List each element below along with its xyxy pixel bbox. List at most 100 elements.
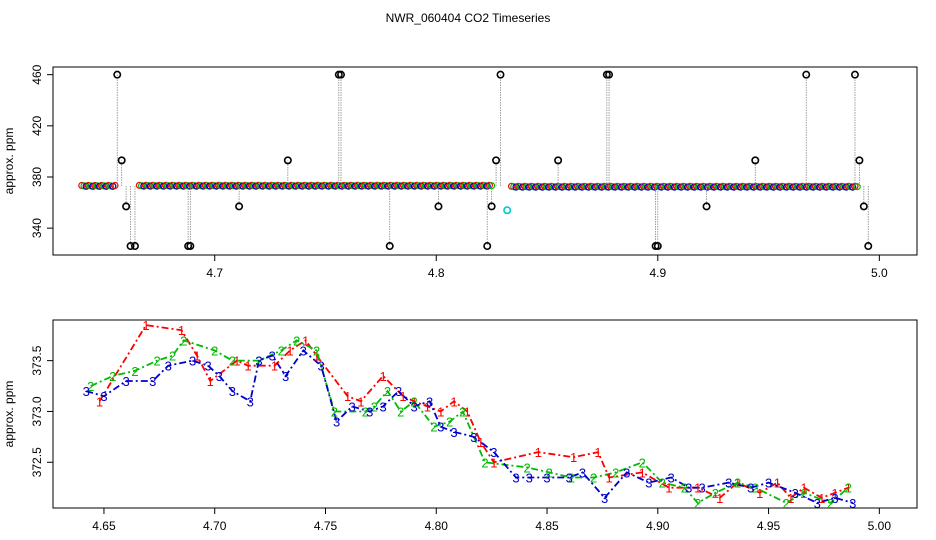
series-point-2: 2 bbox=[131, 364, 138, 379]
series-point-3: 3 bbox=[122, 374, 129, 389]
series-point-1: 1 bbox=[800, 481, 807, 496]
series-point-1: 1 bbox=[639, 465, 646, 480]
series-point-1: 1 bbox=[716, 491, 723, 506]
series-point-2: 2 bbox=[211, 344, 218, 359]
series-point-2: 2 bbox=[362, 405, 369, 420]
spike-point bbox=[653, 242, 662, 251]
series-point-2: 2 bbox=[481, 455, 488, 470]
series-point-2: 2 bbox=[397, 405, 404, 420]
series-point-3: 3 bbox=[149, 374, 156, 389]
spike-point bbox=[130, 242, 139, 251]
series-point-3: 3 bbox=[566, 471, 573, 486]
series-point-2: 2 bbox=[430, 420, 437, 435]
series-point-2: 2 bbox=[384, 384, 391, 399]
baseline-point bbox=[853, 183, 861, 191]
series-point-1: 1 bbox=[178, 323, 185, 338]
x-tick-label: 4.65 bbox=[92, 519, 116, 533]
series-point-3: 3 bbox=[300, 344, 307, 359]
spike-point bbox=[487, 202, 496, 211]
series-point-3: 3 bbox=[685, 481, 692, 496]
series-point-1: 1 bbox=[535, 445, 542, 460]
series-point-2: 2 bbox=[371, 399, 378, 414]
series-point-3: 3 bbox=[333, 415, 340, 430]
series-point-1: 1 bbox=[286, 344, 293, 359]
series-point-3: 3 bbox=[792, 486, 799, 501]
spike-point bbox=[864, 242, 873, 251]
series-point-1: 1 bbox=[818, 491, 825, 506]
series-point-1: 1 bbox=[774, 476, 781, 491]
series-point-3: 3 bbox=[747, 481, 754, 496]
series-point-2: 2 bbox=[459, 405, 466, 420]
spike-point bbox=[113, 70, 122, 79]
panel-top-scatter: 4.7 4.8 4.9 5.0 340 380 420 460 approx. ppm bbox=[2, 64, 918, 280]
y-tick-label: 380 bbox=[30, 167, 44, 187]
axes-top: 4.7 4.8 4.9 5.0 340 380 420 460 bbox=[30, 64, 888, 280]
spike-point bbox=[859, 202, 868, 211]
series-point-1: 1 bbox=[96, 394, 103, 409]
series-point-3: 3 bbox=[247, 394, 254, 409]
plot-area-top bbox=[78, 70, 873, 251]
series-point-3: 3 bbox=[317, 359, 324, 374]
series-point-1: 1 bbox=[357, 394, 364, 409]
series-point-3: 3 bbox=[814, 496, 821, 511]
series-point-3: 3 bbox=[623, 465, 630, 480]
series-point-1: 1 bbox=[410, 394, 417, 409]
y-axis-label-bottom: approx. ppm bbox=[2, 381, 16, 448]
series-point-1: 1 bbox=[694, 481, 701, 496]
spike-point bbox=[235, 202, 244, 211]
x-tick-label: 4.70 bbox=[203, 519, 227, 533]
y-axis-label-top: approx. ppm bbox=[2, 128, 16, 195]
series-point-2: 2 bbox=[568, 471, 575, 486]
spike-point bbox=[117, 156, 126, 165]
spike-point bbox=[605, 70, 614, 79]
series-point-3: 3 bbox=[526, 471, 533, 486]
series-point-3: 3 bbox=[512, 471, 519, 486]
series-point-1: 1 bbox=[787, 491, 794, 506]
series-point-1: 1 bbox=[605, 471, 612, 486]
x-tick-label: 4.90 bbox=[646, 519, 670, 533]
series-point-2: 2 bbox=[313, 344, 320, 359]
series-point-3: 3 bbox=[667, 471, 674, 486]
series-point-2: 2 bbox=[153, 354, 160, 369]
x-tick-label: 4.85 bbox=[535, 519, 559, 533]
series-point-3: 3 bbox=[765, 476, 772, 491]
series-point-2: 2 bbox=[523, 460, 530, 475]
x-tick-label: 4.8 bbox=[428, 266, 445, 280]
series-point-1: 1 bbox=[437, 405, 444, 420]
x-tick-label: 4.7 bbox=[206, 266, 223, 280]
axes-bottom: 4.65 4.70 4.75 4.80 4.85 4.90 4.95 5.00 372.5 373… bbox=[30, 345, 891, 533]
series-point-1: 1 bbox=[379, 369, 386, 384]
series-point-2: 2 bbox=[639, 455, 646, 470]
series-point-1: 1 bbox=[313, 349, 320, 364]
series-point-3: 3 bbox=[395, 384, 402, 399]
series-point-3: 3 bbox=[165, 359, 172, 374]
series-point-1: 1 bbox=[464, 405, 471, 420]
baseline-point bbox=[111, 181, 119, 190]
y-tick-label: 373.5 bbox=[30, 345, 44, 375]
series-point-1: 1 bbox=[142, 318, 149, 333]
series-point-3: 3 bbox=[255, 354, 262, 369]
y-tick-label: 340 bbox=[30, 218, 44, 238]
spike-point bbox=[283, 156, 292, 165]
series-point-2: 2 bbox=[659, 476, 666, 491]
series-point-3: 3 bbox=[543, 471, 550, 486]
series-point-1: 1 bbox=[271, 359, 278, 374]
series-point-2: 2 bbox=[410, 394, 417, 409]
series-point-3: 3 bbox=[601, 491, 608, 506]
series-point-2: 2 bbox=[845, 481, 852, 496]
series-point-3: 3 bbox=[348, 399, 355, 414]
series-point-2: 2 bbox=[800, 486, 807, 501]
spike-point bbox=[122, 202, 131, 211]
series-point-1: 1 bbox=[302, 333, 309, 348]
series-point-1: 1 bbox=[244, 359, 251, 374]
series-point-3: 3 bbox=[698, 481, 705, 496]
series-point-3: 3 bbox=[470, 430, 477, 445]
series-point-2: 2 bbox=[712, 486, 719, 501]
spike-point bbox=[483, 242, 492, 251]
series-point-3: 3 bbox=[83, 384, 90, 399]
spike-point bbox=[126, 242, 135, 251]
series-point-1: 1 bbox=[344, 389, 351, 404]
series-point-1: 1 bbox=[831, 486, 838, 501]
